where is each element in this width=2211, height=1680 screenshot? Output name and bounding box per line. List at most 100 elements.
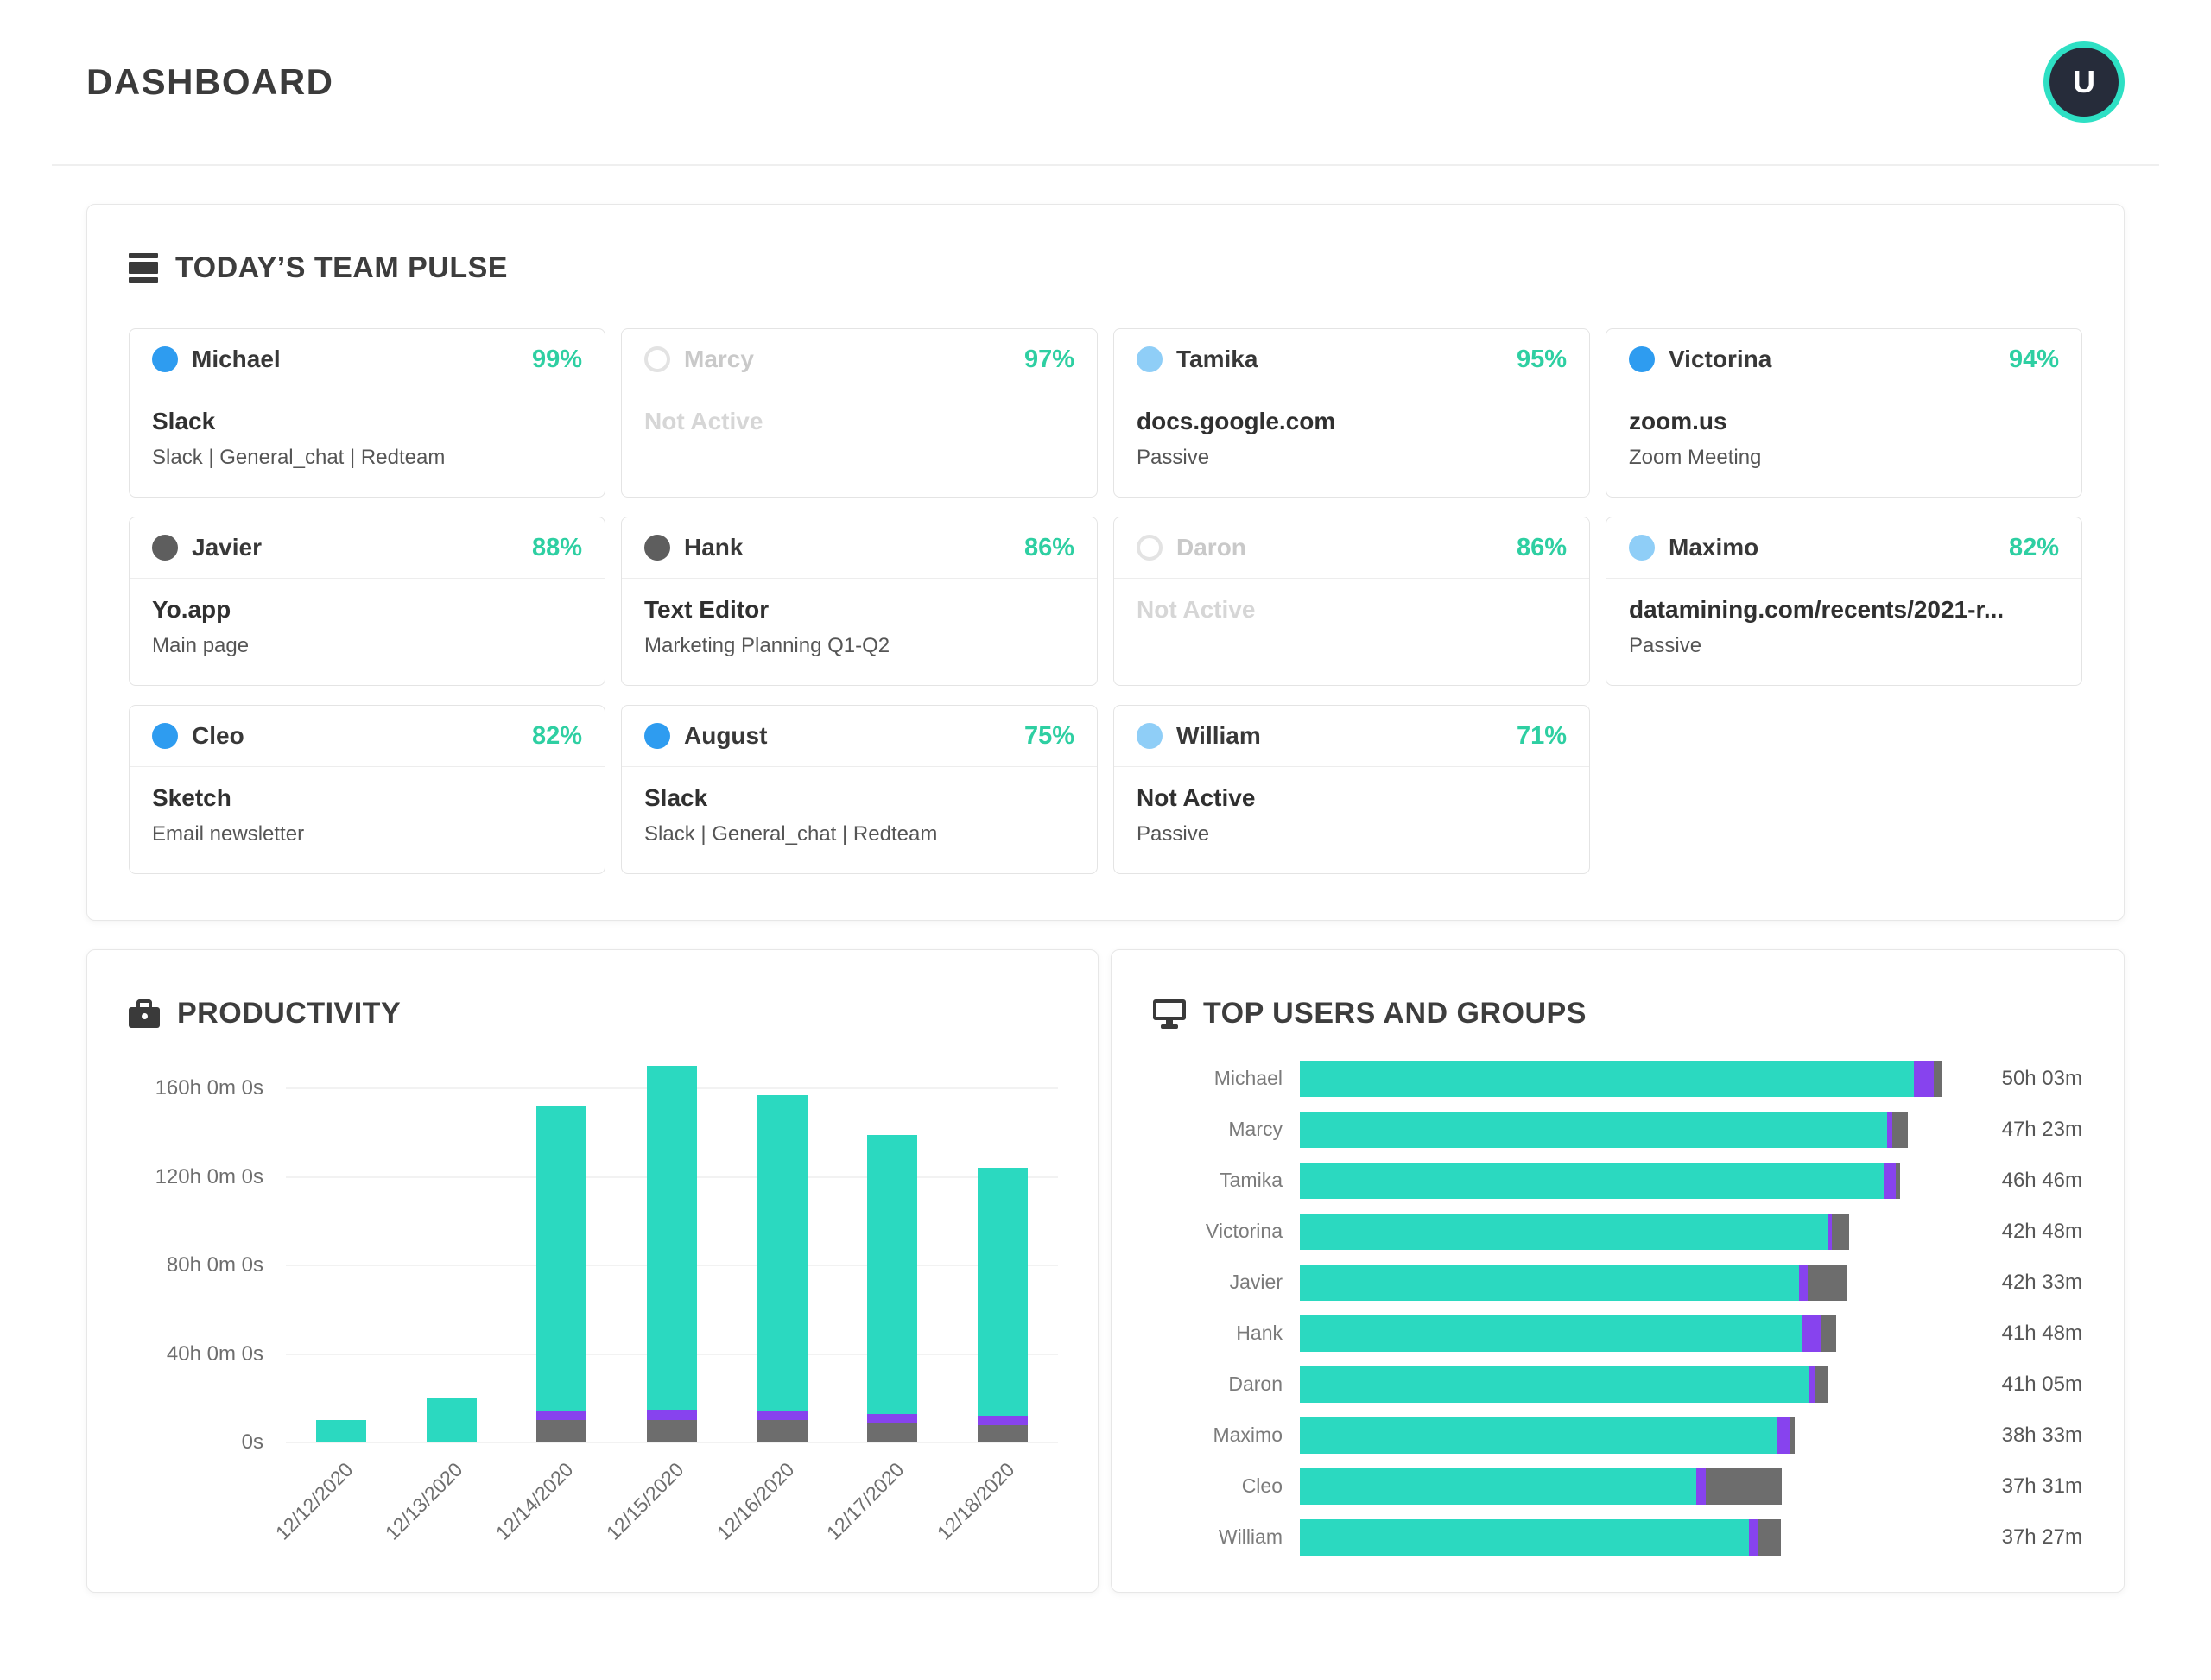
pulse-card-detail: Email newsletter: [152, 822, 305, 846]
y-axis-label: 80h 0m 0s: [166, 1253, 263, 1277]
pulse-card[interactable]: Cleo 82% Sketch Email newsletter: [129, 705, 605, 874]
bar-segment-teal: [536, 1106, 587, 1412]
pulse-card-app: Slack: [152, 408, 216, 434]
bar-segment-purple: [1802, 1315, 1821, 1352]
top-users-list: Michael 50h 03m Marcy 47h 23m Tamika 46h 46m V…: [1112, 1053, 2124, 1563]
top-users-name: William: [1218, 1525, 1283, 1548]
status-dot-icon: [152, 723, 178, 749]
pulse-card-name: Marcy: [684, 346, 754, 372]
top-users-time: 42h 48m: [2001, 1219, 2082, 1243]
x-axis-label: 12/16/2020: [712, 1458, 799, 1544]
pulse-card[interactable]: August 75% Slack Slack | General_chat | Red…: [621, 705, 1098, 874]
pulse-card-app: zoom.us: [1629, 408, 1727, 434]
bar-segment-purple: [1913, 1060, 1935, 1097]
pulse-card-name: Michael: [192, 346, 281, 372]
pulse-card[interactable]: Victorina 94% zoom.us Zoom Meeting: [1606, 328, 2082, 498]
status-dot-icon: [1629, 535, 1655, 561]
pulse-card-app: Yo.app: [152, 596, 231, 623]
top-users-track: [1300, 1366, 1942, 1403]
pulse-card-detail: Slack | General_chat | Redteam: [152, 446, 446, 469]
page-title: DASHBOARD: [86, 61, 334, 102]
pulse-card-percent: 99%: [531, 345, 582, 373]
briefcase-icon: [129, 999, 160, 1028]
team-pulse-panel: TODAY’S TEAM PULSE Michael 99% Slack Slack …: [86, 204, 2125, 921]
bar-segment-teal: [1300, 1518, 1749, 1556]
topbar: DASHBOARD U: [52, 0, 2159, 166]
pulse-card-body: Not Active: [622, 390, 1097, 435]
productivity-bar: [426, 1398, 477, 1442]
monitor-icon: [1153, 998, 1186, 1029]
top-users-track: [1300, 1162, 1942, 1199]
pulse-card[interactable]: Tamika 95% docs.google.com Passive: [1113, 328, 1590, 498]
top-users-name: Michael: [1213, 1067, 1283, 1089]
bar-segment-purple: [1798, 1264, 1809, 1301]
top-users-name: Victorina: [1205, 1220, 1283, 1242]
pulse-card-header: Maximo 82%: [1606, 517, 2081, 579]
top-users-bar: [1300, 1111, 1908, 1148]
pulse-card[interactable]: William 71% Not Active Passive: [1113, 705, 1590, 874]
team-pulse-header: TODAY’S TEAM PULSE: [87, 205, 2124, 285]
productivity-bar: [978, 1168, 1029, 1442]
pulse-card-header: Cleo 82%: [130, 706, 605, 767]
top-users-header: TOP USERS AND GROUPS: [1112, 950, 2124, 1030]
status-dot-icon: [644, 723, 670, 749]
pulse-card-name: William: [1176, 722, 1261, 749]
bar-segment-gray: [757, 1420, 808, 1442]
x-axis-label: 12/17/2020: [822, 1458, 909, 1544]
top-users-time: 37h 31m: [2001, 1474, 2082, 1498]
top-users-track: [1300, 1417, 1942, 1454]
pulse-card-name: Maximo: [1669, 534, 1759, 561]
pulse-card-name: Cleo: [192, 722, 244, 749]
pulse-card-header: Hank 86%: [622, 517, 1097, 579]
pulse-card-name: Hank: [684, 534, 744, 561]
bar-segment-purple: [1748, 1518, 1758, 1556]
bar-segment-purple: [647, 1409, 697, 1421]
top-users-bar: [1300, 1162, 1900, 1199]
top-users-panel: TOP USERS AND GROUPS Michael 50h 03m Marcy…: [1111, 949, 2125, 1593]
user-avatar[interactable]: U: [2043, 41, 2125, 123]
pulse-card-header: Victorina 94%: [1606, 329, 2081, 390]
pulse-card-header: Marcy 97%: [622, 329, 1097, 390]
pulse-card-body: Text Editor Marketing Planning Q1-Q2: [622, 579, 1097, 658]
bar-segment-gray: [1808, 1264, 1847, 1301]
pulse-card-header: William 71%: [1114, 706, 1589, 767]
pulse-card-body: zoom.us Zoom Meeting: [1606, 390, 2081, 470]
gridline: [286, 1442, 1058, 1443]
pulse-card[interactable]: Michael 99% Slack Slack | General_chat | Re…: [129, 328, 605, 498]
top-users-track: [1300, 1060, 1942, 1097]
pulse-card-percent: 88%: [531, 533, 582, 561]
main-content: TODAY’S TEAM PULSE Michael 99% Slack Slack …: [0, 166, 2211, 1593]
pulse-card[interactable]: Javier 88% Yo.app Main page: [129, 517, 605, 686]
pulse-card-app: datamining.com/recents/2021-r...: [1629, 596, 2005, 623]
pulse-card[interactable]: Maximo 82% datamining.com/recents/2021-r..…: [1606, 517, 2082, 686]
top-users-row: Michael 50h 03m: [1153, 1053, 2082, 1104]
y-axis-label: 120h 0m 0s: [155, 1164, 263, 1189]
pulse-card[interactable]: Daron 86% Not Active: [1113, 517, 1590, 686]
x-axis-label: 12/13/2020: [381, 1458, 467, 1544]
bar-segment-purple: [1809, 1366, 1815, 1403]
top-users-time: 41h 48m: [2001, 1321, 2082, 1345]
bar-segment-purple: [1695, 1468, 1706, 1505]
top-users-track: [1300, 1518, 1942, 1556]
pulse-card-percent: 97%: [1023, 345, 1074, 373]
pulse-card-body: Yo.app Main page: [130, 579, 605, 658]
x-axis-label: 12/18/2020: [932, 1458, 1019, 1544]
bar-segment-gray: [867, 1422, 918, 1442]
top-users-bar: [1300, 1468, 1782, 1505]
bar-segment-purple: [1884, 1162, 1897, 1199]
pulse-card-name: Daron: [1176, 534, 1246, 561]
top-users-row: Daron 41h 05m: [1153, 1359, 2082, 1410]
bar-segment-teal: [1300, 1468, 1696, 1505]
pulse-card-app: Text Editor: [644, 596, 770, 623]
productivity-bar: [315, 1420, 366, 1442]
pulse-card-app: Slack: [644, 784, 708, 811]
pulse-card[interactable]: Marcy 97% Not Active: [621, 328, 1098, 498]
top-users-row: Tamika 46h 46m: [1153, 1155, 2082, 1206]
productivity-title: PRODUCTIVITY: [177, 997, 402, 1030]
top-users-name: Tamika: [1220, 1169, 1283, 1191]
pulse-card-percent: 82%: [2008, 533, 2059, 561]
bar-segment-teal: [1300, 1162, 1885, 1199]
pulse-card-detail: Passive: [1137, 446, 1210, 469]
top-users-row: Cleo 37h 31m: [1153, 1461, 2082, 1512]
pulse-card[interactable]: Hank 86% Text Editor Marketing Planning Q1-…: [621, 517, 1098, 686]
